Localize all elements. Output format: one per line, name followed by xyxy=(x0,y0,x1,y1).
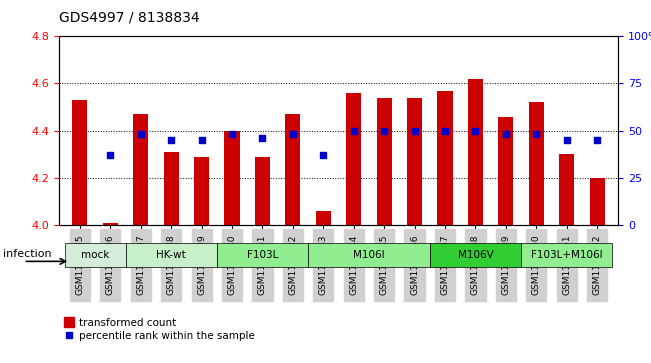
Bar xyxy=(316,211,331,225)
FancyBboxPatch shape xyxy=(521,243,613,267)
Point xyxy=(135,131,146,137)
Bar xyxy=(133,114,148,225)
Point xyxy=(592,137,602,143)
Point xyxy=(166,137,176,143)
Bar xyxy=(437,90,452,225)
Bar xyxy=(255,157,270,225)
Point xyxy=(288,131,298,137)
Text: GDS4997 / 8138834: GDS4997 / 8138834 xyxy=(59,11,199,25)
Point xyxy=(562,137,572,143)
Bar xyxy=(376,98,392,225)
FancyBboxPatch shape xyxy=(126,243,217,267)
Bar xyxy=(194,157,209,225)
Point xyxy=(501,131,511,137)
Bar xyxy=(163,152,179,225)
Bar xyxy=(498,117,514,225)
Point xyxy=(318,152,329,158)
Bar xyxy=(225,131,240,225)
FancyBboxPatch shape xyxy=(217,243,308,267)
Bar xyxy=(72,100,87,225)
Text: F103L: F103L xyxy=(247,250,278,260)
FancyBboxPatch shape xyxy=(430,243,521,267)
Point xyxy=(257,135,268,141)
Text: M106I: M106I xyxy=(353,250,385,260)
Bar xyxy=(285,114,301,225)
Text: mock: mock xyxy=(81,250,109,260)
Bar xyxy=(103,223,118,225)
FancyBboxPatch shape xyxy=(64,243,126,267)
Point xyxy=(105,152,115,158)
Bar xyxy=(468,79,483,225)
Point xyxy=(531,131,542,137)
FancyBboxPatch shape xyxy=(308,243,430,267)
Text: F103L+M106I: F103L+M106I xyxy=(531,250,603,260)
Point xyxy=(227,131,237,137)
Text: HK-wt: HK-wt xyxy=(156,250,186,260)
Bar xyxy=(346,93,361,225)
Bar xyxy=(559,154,574,225)
Legend: transformed count, percentile rank within the sample: transformed count, percentile rank withi… xyxy=(64,317,255,341)
Bar xyxy=(529,102,544,225)
Point xyxy=(197,137,207,143)
Text: M106V: M106V xyxy=(458,250,493,260)
Text: infection: infection xyxy=(3,249,52,259)
Bar xyxy=(407,98,422,225)
Point xyxy=(409,128,420,134)
Point xyxy=(379,128,389,134)
Point xyxy=(440,128,450,134)
Point xyxy=(348,128,359,134)
Point xyxy=(470,128,480,134)
Bar xyxy=(590,178,605,225)
